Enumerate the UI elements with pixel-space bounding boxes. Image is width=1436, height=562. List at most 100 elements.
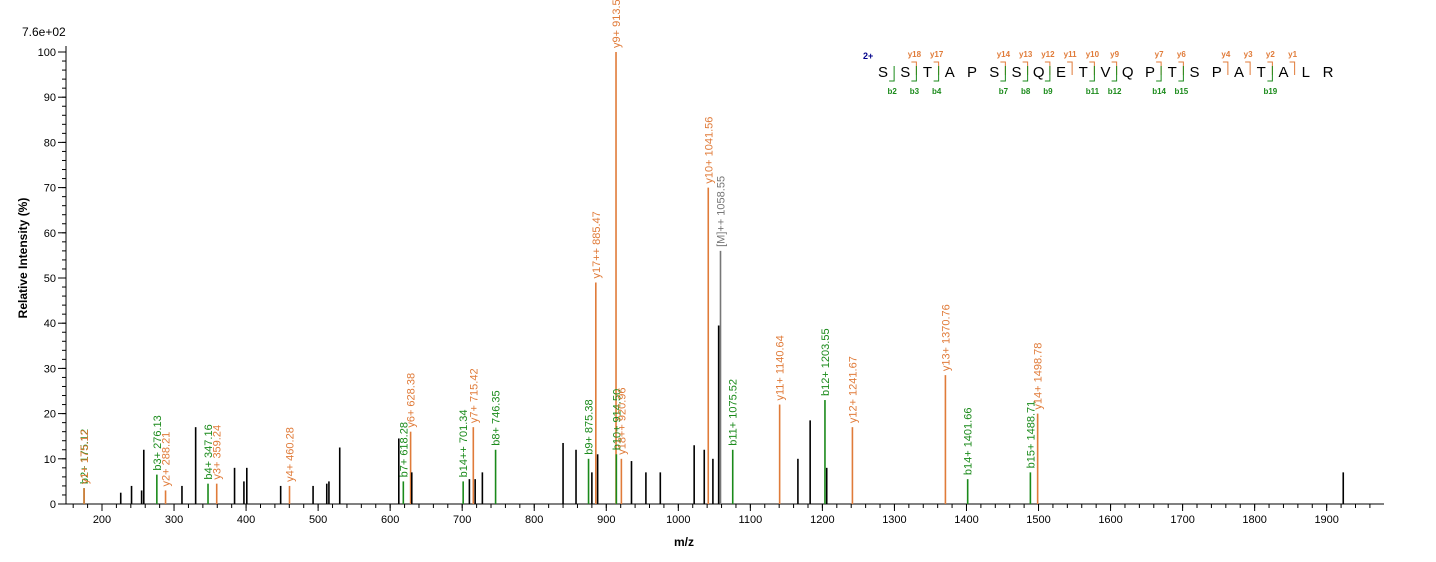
y-ion-bracket <box>1044 61 1051 75</box>
peak-label: b4+ 347.16 <box>203 424 215 479</box>
peak-label: y3+ 359.24 <box>212 425 224 480</box>
y-ion-label: y11 <box>1064 50 1077 59</box>
peak-label: y1+ 175.12 <box>79 429 91 484</box>
x-tick-label: 1900 <box>1314 514 1338 526</box>
x-tick-label: 400 <box>237 514 255 526</box>
peak-label: b11+ 1075.52 <box>728 379 740 446</box>
y-ion-label: y12 <box>1041 50 1055 59</box>
x-tick-label: 1200 <box>810 514 834 526</box>
b-ion-bracket <box>1111 66 1118 82</box>
y-ion-label: y7 <box>1155 50 1164 59</box>
b-ion-bracket <box>1044 66 1051 82</box>
y-ion-bracket <box>1245 61 1251 75</box>
y-ion-label: y13 <box>1019 50 1033 59</box>
x-tick-label: 1400 <box>954 514 978 526</box>
b-ion-label: b2 <box>887 87 897 96</box>
b-ion-bracket <box>933 66 940 82</box>
y-ion-bracket <box>1267 61 1273 75</box>
residue: P <box>967 64 977 81</box>
y-ion-label: y18 <box>908 50 922 59</box>
peak-label: y7+ 715.42 <box>468 368 480 423</box>
x-tick-label: 600 <box>381 514 399 526</box>
peak-label: y12+ 1241.67 <box>847 356 859 423</box>
y-tick-label: 70 <box>44 183 56 195</box>
peak-label: y17++ 885.47 <box>591 211 603 278</box>
b-ion-label: b3 <box>910 87 920 96</box>
y-tick-label: 80 <box>44 137 56 149</box>
y-ion-label: y4 <box>1221 50 1230 59</box>
b-ion-bracket <box>889 66 895 82</box>
peak-label: b9+ 875.38 <box>584 399 596 454</box>
y-axis-label: Relative Intensity (%) <box>16 198 30 319</box>
peak-label: y11+ 1140.64 <box>775 335 787 400</box>
peak-label: [M]++ 1058.55 <box>715 176 727 247</box>
peak-label: y10+ 1041.56 <box>703 117 715 184</box>
y-ion-bracket <box>1089 61 1095 75</box>
residue: A <box>1278 64 1288 81</box>
y-ion-bracket <box>1156 61 1162 75</box>
b-ion-label: b15 <box>1174 87 1188 96</box>
b-ion-bracket <box>911 66 917 82</box>
b-ion-label: b19 <box>1263 87 1277 96</box>
y-ion-bracket <box>1289 61 1296 75</box>
peak-label: b3+ 276.13 <box>152 415 164 470</box>
residue: Q <box>1033 64 1045 81</box>
residue: Q <box>1122 64 1134 81</box>
y-tick-label: 100 <box>38 47 56 59</box>
residue: E <box>1056 64 1066 81</box>
x-tick-label: 1500 <box>1026 514 1050 526</box>
y-ion-bracket <box>933 61 940 75</box>
residue: S <box>900 64 910 81</box>
peak-label: y9+ 913.52 <box>611 0 623 48</box>
y-ion-bracket <box>1022 61 1029 75</box>
y-tick-label: 60 <box>44 228 56 240</box>
peak-label: b10+ 914.50 <box>611 389 623 450</box>
x-tick-label: 500 <box>309 514 327 526</box>
y-ion-bracket <box>1000 61 1006 75</box>
y-tick-label: 50 <box>44 273 56 285</box>
residue: R <box>1323 64 1334 81</box>
peak-label: y2+ 288.21 <box>161 432 173 487</box>
x-tick-label: 200 <box>93 514 111 526</box>
x-tick-label: 1600 <box>1098 514 1122 526</box>
b-ion-label: b8 <box>1021 87 1031 96</box>
b-ion-bracket <box>1022 66 1029 82</box>
residue: A <box>945 64 955 81</box>
x-tick-label: 1000 <box>666 514 690 526</box>
residue: S <box>878 64 888 81</box>
x-tick-label: 1800 <box>1242 514 1266 526</box>
residue: S <box>1011 64 1021 81</box>
b-ion-bracket <box>1267 66 1273 82</box>
peak-label: y6+ 628.38 <box>406 373 418 428</box>
peak-label: y4+ 460.28 <box>285 427 297 482</box>
peak-label: b14+ 1401.66 <box>963 408 975 476</box>
y-ion-label: y2 <box>1266 50 1275 59</box>
y-ion-bracket <box>1111 61 1118 75</box>
residue: V <box>1100 64 1110 81</box>
y-tick-label: 0 <box>50 499 56 511</box>
b-ion-bracket <box>1089 66 1095 82</box>
y-tick-label: 10 <box>44 454 56 466</box>
peak-label: b14++ 701.34 <box>458 409 470 477</box>
b-ion-label: b14 <box>1152 87 1166 96</box>
x-tick-label: 800 <box>525 514 543 526</box>
b-ion-bracket <box>1000 66 1006 82</box>
x-axis-label: m/z <box>674 535 694 549</box>
charge-state: 2+ <box>863 51 873 61</box>
peak-label: b2+ 175.12 <box>79 429 91 484</box>
peak-label: y18++ 920.96 <box>616 388 628 455</box>
b-ion-label: b7 <box>999 87 1009 96</box>
peak-label: y13+ 1370.76 <box>940 304 952 371</box>
x-tick-label: 1100 <box>739 514 763 526</box>
x-tick-label: 700 <box>453 514 471 526</box>
x-tick-label: 1300 <box>882 514 906 526</box>
y-tick-label: 40 <box>44 318 56 330</box>
residue: T <box>1168 64 1177 81</box>
y-ion-label: y14 <box>997 50 1011 59</box>
x-tick-label: 900 <box>597 514 615 526</box>
y-tick-label: 30 <box>44 363 56 375</box>
residue: S <box>989 64 999 81</box>
b-ion-label: b12 <box>1108 87 1122 96</box>
